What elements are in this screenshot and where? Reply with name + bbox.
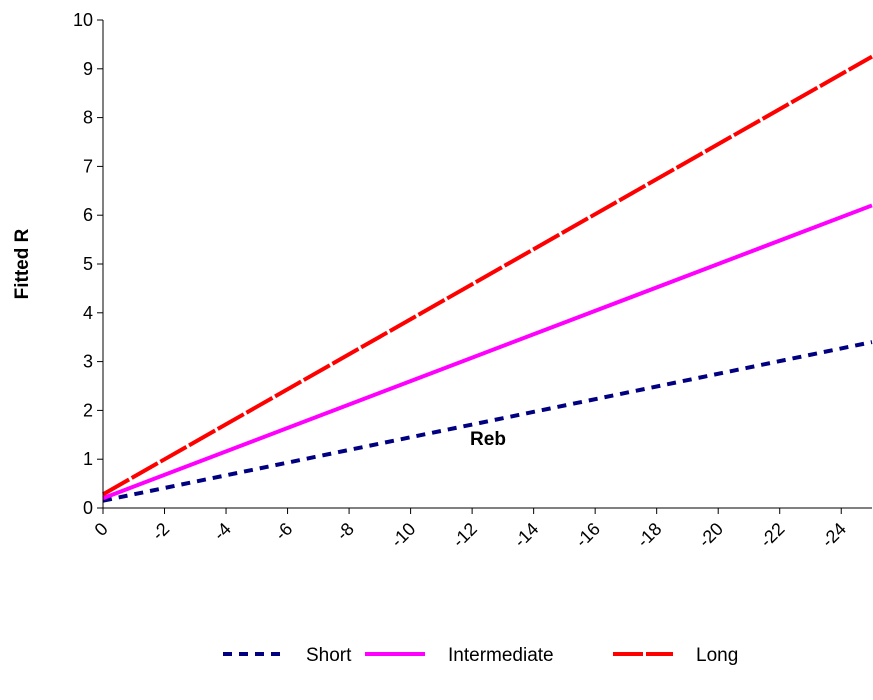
y-axis: 0 1 2 3 4 5 6 7 8 9 10 <box>73 10 104 518</box>
x-tick-label: -22 <box>756 519 789 552</box>
y-axis-title: Fitted R <box>12 228 33 299</box>
legend-label-long: Long <box>696 645 738 666</box>
x-tick-label: -4 <box>209 519 234 544</box>
y-tick-label: 6 <box>83 205 93 225</box>
y-tick-label: 4 <box>83 303 93 323</box>
x-tick-label: -16 <box>571 519 604 552</box>
x-tick-label: -10 <box>387 519 420 552</box>
y-tick-label: 8 <box>83 108 93 128</box>
y-tick-label: 7 <box>83 156 93 176</box>
plot-area <box>102 54 873 503</box>
x-tick-label: -6 <box>271 519 296 544</box>
legend: Short Intermediate Long <box>223 645 738 666</box>
series-line-intermediate <box>102 203 873 501</box>
series-line-long <box>102 54 873 497</box>
y-tick-label: 1 <box>83 449 93 469</box>
x-tick-label: 0 <box>91 519 112 540</box>
y-tick-label: 2 <box>83 400 93 420</box>
x-tick-label: -2 <box>148 519 173 544</box>
x-tick-label: -18 <box>633 519 666 552</box>
x-tick-label: -12 <box>448 519 481 552</box>
x-tick-label: -8 <box>332 519 357 544</box>
x-axis: 0 -2 -4 -6 -8 -10 -12 -14 -16 -18 -20 -22 -24 <box>91 507 872 552</box>
legend-label-short: Short <box>306 645 352 666</box>
y-tick-label: 10 <box>73 10 93 30</box>
x-axis-title: Reb <box>470 429 506 450</box>
x-tick-label: -24 <box>818 519 851 552</box>
legend-label-intermediate: Intermediate <box>448 645 554 666</box>
y-tick-label: 0 <box>83 498 93 518</box>
y-tick-label: 3 <box>83 352 93 372</box>
series-line-short <box>102 340 873 503</box>
x-tick-label: -20 <box>694 519 727 552</box>
y-tick-label: 9 <box>83 59 93 79</box>
y-tick-label: 5 <box>83 254 93 274</box>
x-tick-label: -14 <box>510 519 543 552</box>
